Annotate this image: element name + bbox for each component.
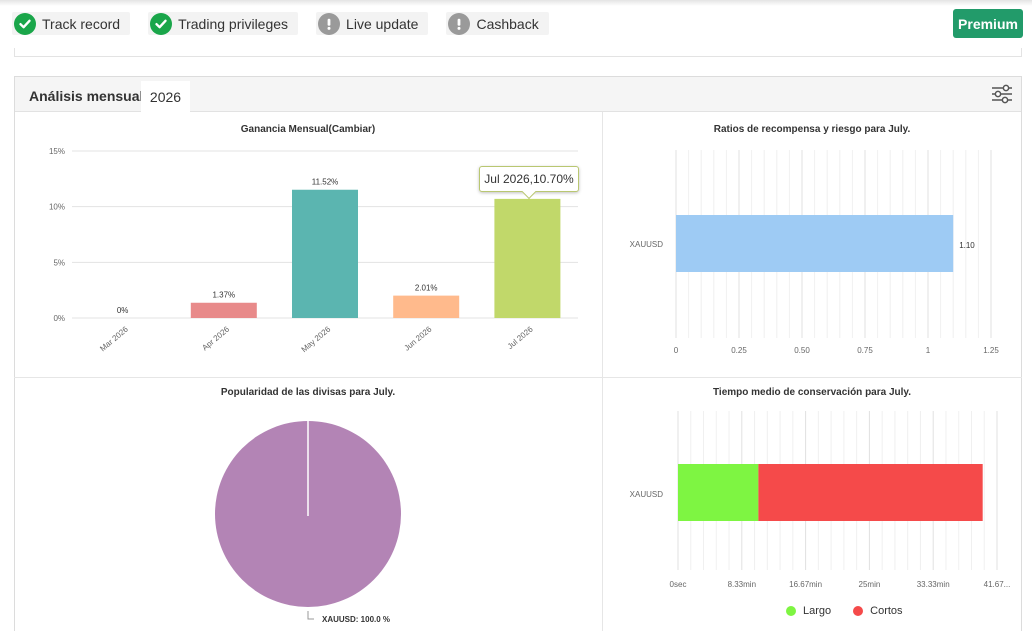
chart-tooltip: Jul 2026,10.70% bbox=[479, 166, 579, 192]
x-tick-label: 33.33min bbox=[917, 580, 950, 589]
panel-header: Análisis mensual 2026 bbox=[15, 77, 1021, 113]
x-tick-label: Jul 2026 bbox=[506, 324, 535, 351]
monthly-gain-chart: Ganancia Mensual(Cambiar) 0% 5% 10% 15% 0% Mar… bbox=[49, 124, 578, 354]
reward-risk-chart: Ratios de recompensa y riesgo para July.… bbox=[630, 124, 1000, 355]
badge-label: Cashback bbox=[476, 15, 539, 32]
y-category-label: XAUUSD bbox=[630, 490, 664, 499]
legend-label: Largo bbox=[803, 605, 832, 617]
slice-label-connector bbox=[307, 611, 314, 620]
grid-divider-horizontal bbox=[14, 377, 1022, 378]
y-category-label: XAUUSD bbox=[630, 240, 664, 249]
x-tick-label: Mar 2026 bbox=[98, 324, 130, 353]
currency-popularity-chart: Popularidad de las divisas para July. XAU… bbox=[215, 387, 401, 624]
bar-value-label: 1.10 bbox=[959, 241, 975, 250]
chart-title: Ganancia Mensual(Cambiar) bbox=[241, 124, 375, 135]
x-tick-label: 1.25 bbox=[983, 346, 999, 355]
badge-label: Trading privileges bbox=[178, 15, 289, 32]
badge-label: Track record bbox=[42, 15, 121, 32]
bar-value-label: 0% bbox=[117, 306, 129, 315]
bar bbox=[393, 295, 460, 318]
bar-value-label: 1.37% bbox=[212, 291, 235, 300]
premium-button[interactable]: Premium bbox=[953, 9, 1023, 38]
y-tick-label: 15% bbox=[49, 147, 65, 156]
exclamation-circle-icon bbox=[448, 12, 471, 35]
top-shadow bbox=[0, 0, 1032, 6]
bar-segment-largo bbox=[678, 464, 759, 521]
bar bbox=[190, 302, 257, 318]
x-tick-label: 8.33min bbox=[728, 580, 756, 589]
bar-value-label: 11.52% bbox=[312, 178, 339, 187]
sub-panel-edge bbox=[14, 48, 1022, 57]
sliders-icon[interactable] bbox=[991, 84, 1013, 104]
status-badges: Track record Trading privileges Live upd… bbox=[12, 12, 549, 35]
x-tick-label: 1 bbox=[926, 346, 931, 355]
check-circle-icon bbox=[150, 12, 173, 35]
badge-label: Live update bbox=[346, 15, 419, 32]
x-tick-label: 25min bbox=[859, 580, 881, 589]
legend-dot bbox=[853, 606, 864, 616]
bar bbox=[676, 215, 954, 272]
badge-trading-privileges: Trading privileges bbox=[148, 12, 299, 35]
holding-time-legend: Largo Cortos bbox=[786, 605, 903, 617]
check-circle-icon bbox=[14, 12, 36, 35]
grid-divider-vertical bbox=[602, 112, 603, 631]
top-bar: Track record Trading privileges Live upd… bbox=[0, 0, 1032, 48]
tab-year-2026[interactable]: 2026 bbox=[141, 81, 190, 113]
y-tick-label: 5% bbox=[53, 258, 65, 267]
holding-time-chart: Tiempo medio de conservación para July. 0… bbox=[630, 387, 1011, 589]
badge-live-update: Live update bbox=[316, 12, 429, 35]
y-tick-label: 10% bbox=[49, 203, 65, 212]
legend-label: Cortos bbox=[870, 605, 903, 617]
x-tick-label: 0.25 bbox=[731, 346, 747, 355]
x-tick-label: 0 bbox=[674, 346, 679, 355]
legend-dot bbox=[786, 606, 796, 616]
legend-item-largo[interactable]: Largo bbox=[786, 605, 831, 617]
x-tick-label: 0.75 bbox=[857, 346, 873, 355]
x-tick-label: May 2026 bbox=[300, 324, 333, 354]
x-tick-label: Apr 2026 bbox=[200, 324, 231, 352]
bar-segment-cortos bbox=[758, 464, 983, 521]
x-tick-label: 41.67... bbox=[984, 580, 1011, 589]
legend-item-cortos[interactable]: Cortos bbox=[853, 605, 903, 617]
y-tick-label: 0% bbox=[53, 314, 65, 323]
chart-title: Tiempo medio de conservación para July. bbox=[713, 387, 911, 398]
bar bbox=[292, 189, 358, 318]
chart-title: Popularidad de las divisas para July. bbox=[221, 387, 396, 398]
x-tick-label: 16.67min bbox=[789, 580, 822, 589]
x-tick-label: 0.50 bbox=[794, 346, 810, 355]
bar-value-label: 2.01% bbox=[415, 284, 438, 293]
bar bbox=[494, 198, 561, 318]
panel-title: Análisis mensual bbox=[29, 88, 144, 104]
badge-track-record: Track record bbox=[12, 12, 131, 35]
chart-title: Ratios de recompensa y riesgo para July. bbox=[714, 124, 911, 135]
x-tick-label: 0sec bbox=[670, 580, 687, 589]
slice-label: XAUUSD: 100.0 % bbox=[322, 615, 390, 624]
badge-cashback: Cashback bbox=[446, 12, 549, 35]
exclamation-circle-icon bbox=[318, 12, 341, 35]
x-tick-label: Jun 2026 bbox=[402, 324, 433, 352]
